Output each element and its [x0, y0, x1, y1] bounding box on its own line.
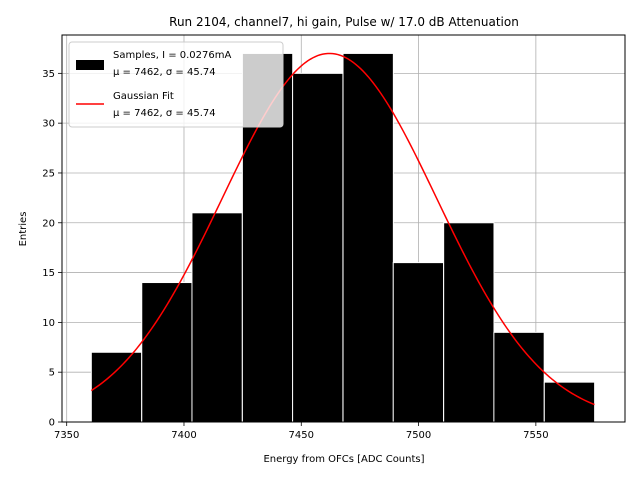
x-tick-label: 7500 — [406, 430, 431, 441]
y-tick-label: 30 — [42, 119, 55, 130]
legend-bar-swatch — [76, 60, 104, 70]
x-axis-label: Energy from OFCs [ADC Counts] — [263, 454, 424, 465]
legend-frame — [68, 41, 284, 128]
histogram-bar — [543, 381, 596, 423]
histogram-bar — [342, 52, 394, 423]
histogram-bar — [443, 222, 495, 423]
x-tick-label: 7400 — [171, 430, 196, 441]
legend-samples-stats: μ = 7462, σ = 45.74 — [113, 67, 216, 78]
plot-frame — [61, 34, 626, 423]
x-tick-label: 7550 — [523, 430, 548, 441]
gaussian-fit-curve — [90, 52, 595, 406]
legend: Samples, I = 0.0276mA μ = 7462, σ = 45.7… — [68, 41, 284, 128]
y-tick-label: 0 — [49, 418, 55, 429]
x-tick-label: 7450 — [289, 430, 314, 441]
histogram-bar — [90, 351, 143, 423]
legend-fit-stats: μ = 7462, σ = 45.74 — [113, 108, 216, 119]
legend-samples-label: Samples, I = 0.0276mA — [113, 50, 231, 61]
legend-fit-label: Gaussian Fit — [113, 91, 174, 102]
histogram-bar — [392, 262, 445, 423]
x-tick-label: 7350 — [54, 430, 79, 441]
y-tick-label: 25 — [42, 168, 55, 179]
histogram-bar — [493, 331, 545, 423]
y-tick-label: 10 — [42, 318, 55, 329]
y-tick-label: 20 — [42, 218, 55, 229]
y-tick-label: 15 — [42, 268, 55, 279]
histogram-bar — [292, 72, 344, 423]
gaussian-fit-line — [90, 52, 595, 406]
chart-title: Run 2104, channel7, hi gain, Pulse w/ 17… — [169, 15, 519, 29]
y-tick-label: 5 — [49, 368, 55, 379]
y-axis-ticks: 0 5 10 15 20 25 30 35 — [42, 69, 62, 429]
x-axis-ticks: 7350 7400 7450 7500 7550 — [54, 422, 549, 441]
y-axis-label: Entries — [18, 212, 29, 247]
histogram-bar — [141, 282, 193, 423]
y-tick-label: 35 — [42, 69, 55, 80]
